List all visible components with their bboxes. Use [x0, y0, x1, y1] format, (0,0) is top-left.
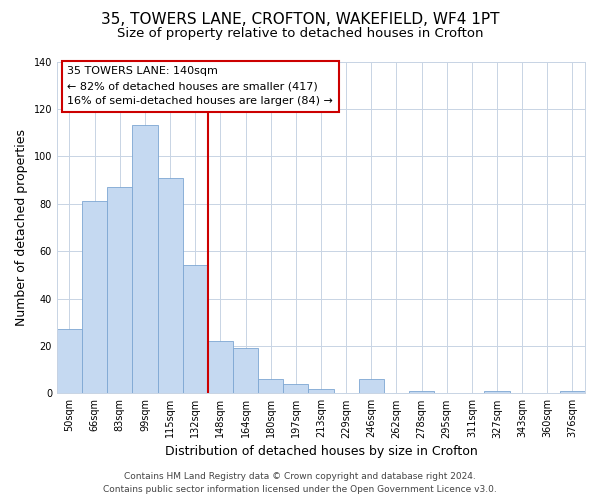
Text: Size of property relative to detached houses in Crofton: Size of property relative to detached ho… [117, 28, 483, 40]
Bar [233, 348, 258, 394]
Bar [308, 388, 334, 394]
Bar [82, 202, 107, 394]
Bar [560, 391, 585, 394]
Bar [182, 266, 208, 394]
Bar [57, 330, 82, 394]
Bar [133, 126, 158, 394]
Text: Contains HM Land Registry data © Crown copyright and database right 2024.
Contai: Contains HM Land Registry data © Crown c… [103, 472, 497, 494]
Bar [484, 391, 509, 394]
Bar [208, 341, 233, 394]
Bar [158, 178, 182, 394]
Bar [107, 187, 133, 394]
X-axis label: Distribution of detached houses by size in Crofton: Distribution of detached houses by size … [164, 444, 478, 458]
Y-axis label: Number of detached properties: Number of detached properties [15, 129, 28, 326]
Bar [258, 379, 283, 394]
Text: 35 TOWERS LANE: 140sqm
← 82% of detached houses are smaller (417)
16% of semi-de: 35 TOWERS LANE: 140sqm ← 82% of detached… [67, 66, 334, 106]
Bar [409, 391, 434, 394]
Bar [359, 379, 384, 394]
Bar [283, 384, 308, 394]
Text: 35, TOWERS LANE, CROFTON, WAKEFIELD, WF4 1PT: 35, TOWERS LANE, CROFTON, WAKEFIELD, WF4… [101, 12, 499, 28]
